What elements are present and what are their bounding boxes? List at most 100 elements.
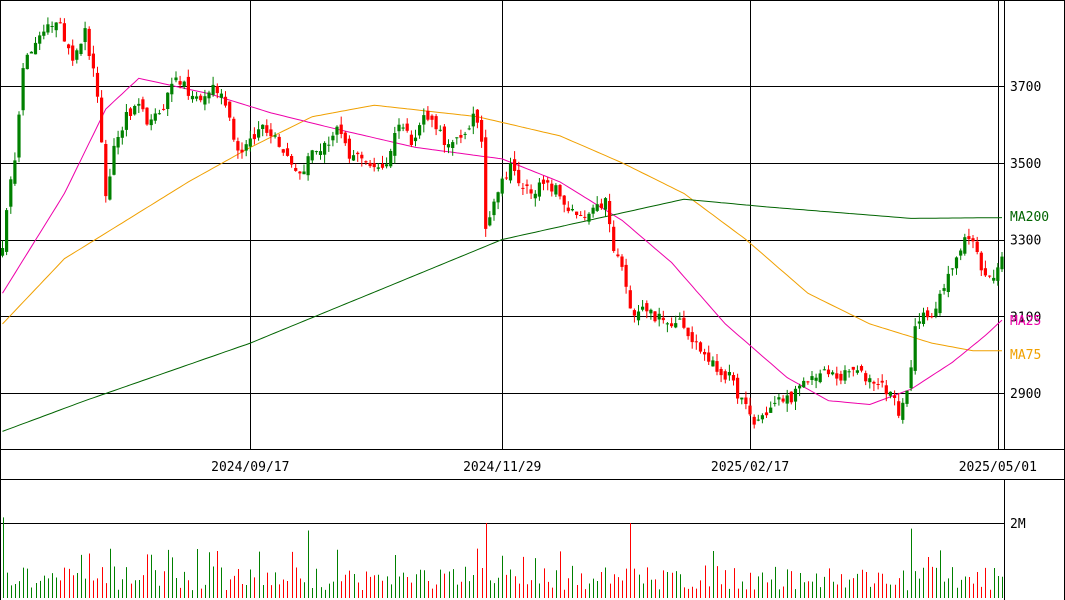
candle-body: [855, 370, 859, 373]
candle-body: [58, 22, 62, 24]
candle-body: [562, 195, 566, 205]
candle: [393, 126, 397, 164]
candle-body: [983, 268, 987, 276]
candle-body: [533, 193, 537, 199]
candle: [133, 104, 137, 116]
candle: [405, 118, 409, 133]
candle: [670, 317, 674, 328]
candle-body: [484, 137, 488, 229]
candle-body: [471, 113, 475, 127]
candle-body: [636, 311, 641, 321]
candle: [913, 318, 917, 375]
candle-body: [62, 23, 66, 42]
ma200-line: [2, 198, 1003, 432]
candle: [864, 370, 868, 386]
candle-body: [207, 92, 211, 99]
candle: [740, 397, 744, 405]
price-tick-label: 3700: [1010, 80, 1041, 95]
candle: [884, 380, 888, 402]
candle: [290, 154, 294, 168]
candle-body: [587, 213, 591, 222]
candle-body: [42, 31, 46, 36]
candle-body: [418, 125, 422, 136]
candle: [859, 364, 864, 373]
candle-body: [777, 397, 781, 400]
candle-body: [285, 148, 290, 156]
candle: [46, 17, 50, 35]
candle-body: [513, 159, 517, 171]
candle-body: [583, 216, 587, 218]
candle-body: [508, 163, 513, 181]
candle-body: [290, 156, 294, 165]
candle-body: [364, 161, 368, 163]
candle-body: [492, 201, 496, 216]
candle-body: [769, 407, 773, 413]
candle: [409, 130, 413, 148]
candle-body: [950, 268, 954, 270]
candle-body: [620, 256, 624, 267]
candle-body: [938, 293, 942, 314]
candle-body: [116, 137, 120, 148]
candle: [789, 391, 793, 405]
candle-body: [773, 402, 777, 404]
candle: [459, 129, 463, 144]
candle: [199, 93, 203, 103]
candle: [988, 275, 992, 279]
candle: [79, 43, 83, 56]
candle-body: [558, 185, 562, 197]
candle-body: [599, 203, 603, 209]
candle: [777, 393, 781, 406]
candle: [773, 396, 777, 407]
candle: [124, 104, 128, 137]
candle-body: [356, 152, 360, 155]
candle: [686, 327, 690, 340]
moving-average-lines: [2, 77, 1003, 432]
candle-body: [223, 96, 228, 106]
candle: [992, 269, 996, 284]
candle-body: [318, 151, 323, 155]
candle: [9, 176, 13, 214]
candle-body: [921, 312, 926, 324]
candle-body: [203, 96, 207, 105]
candle: [851, 366, 855, 377]
candle: [153, 108, 157, 124]
candle-body: [698, 342, 703, 352]
candle: [100, 90, 104, 143]
candle-body: [33, 42, 38, 55]
candle-body: [905, 390, 909, 404]
candle-body: [686, 327, 690, 337]
candle-body: [17, 114, 21, 158]
candle-body: [430, 115, 434, 120]
candle-body: [79, 43, 83, 54]
candle: [719, 366, 723, 383]
date-tick-label: 2024/09/17: [211, 460, 289, 475]
candle-body: [67, 44, 71, 49]
candle-body: [504, 177, 508, 179]
candle-body: [128, 108, 133, 116]
candle-body: [632, 310, 636, 316]
candle-body: [257, 129, 261, 138]
candle-body: [546, 180, 550, 183]
candle: [166, 92, 170, 116]
candle: [252, 127, 256, 145]
candle: [744, 391, 748, 410]
candle: [508, 157, 513, 184]
candle: [558, 184, 562, 200]
candle-body: [822, 369, 826, 371]
candle-body: [785, 395, 789, 404]
candle-body: [748, 405, 752, 415]
candle-body: [347, 138, 351, 159]
candle-body: [930, 316, 934, 318]
candle-body: [87, 28, 91, 56]
candle-body: [814, 377, 818, 381]
candle: [1000, 252, 1004, 272]
candle: [236, 137, 240, 159]
candle: [95, 66, 100, 103]
candle-body: [872, 381, 876, 384]
candle: [104, 139, 108, 203]
candle: [484, 129, 488, 237]
candle-body: [339, 124, 343, 134]
candle-body: [678, 318, 682, 320]
candle: [847, 369, 851, 378]
